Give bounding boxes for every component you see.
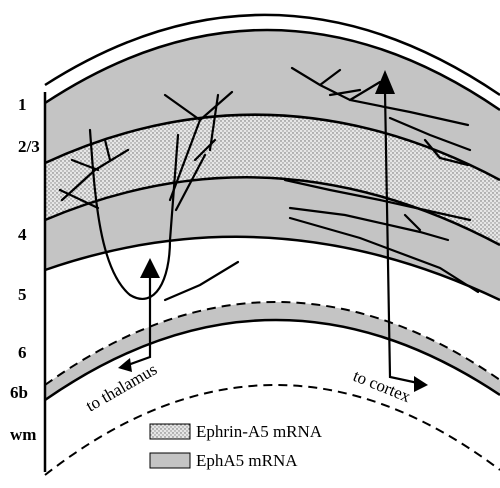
legend-label: Ephrin-A5 mRNA bbox=[196, 422, 323, 441]
layer-label: 6 bbox=[18, 343, 27, 362]
layer-boundary bbox=[44, 28, 500, 112]
layer-boundary bbox=[44, 318, 500, 402]
layer-boundary bbox=[44, 13, 500, 97]
layer-label: 1 bbox=[18, 95, 27, 114]
arrow-label: to cortex bbox=[351, 366, 414, 406]
layer-label: 5 bbox=[18, 285, 27, 304]
layer-band bbox=[45, 29, 500, 181]
layer-boundary bbox=[44, 176, 500, 247]
layer-boundary bbox=[44, 301, 500, 386]
layer-label: 2/3 bbox=[18, 137, 40, 156]
layer-band bbox=[45, 301, 500, 400]
layer-boundary bbox=[44, 384, 500, 476]
fibers bbox=[58, 66, 480, 302]
legend-swatch bbox=[149, 423, 191, 440]
layer-boundary bbox=[44, 113, 500, 182]
layer-labels: 1 2/3 4 5 6 6b wm bbox=[10, 95, 40, 444]
legend-label: EphA5 mRNA bbox=[196, 451, 298, 470]
layer-label: 6b bbox=[10, 383, 28, 402]
legend: Ephrin-A5 mRNA EphA5 mRNA bbox=[149, 422, 323, 470]
layer-label: wm bbox=[10, 425, 36, 444]
layer-label: 4 bbox=[18, 225, 27, 244]
layer-bands bbox=[44, 13, 500, 476]
legend-swatch bbox=[149, 452, 191, 469]
